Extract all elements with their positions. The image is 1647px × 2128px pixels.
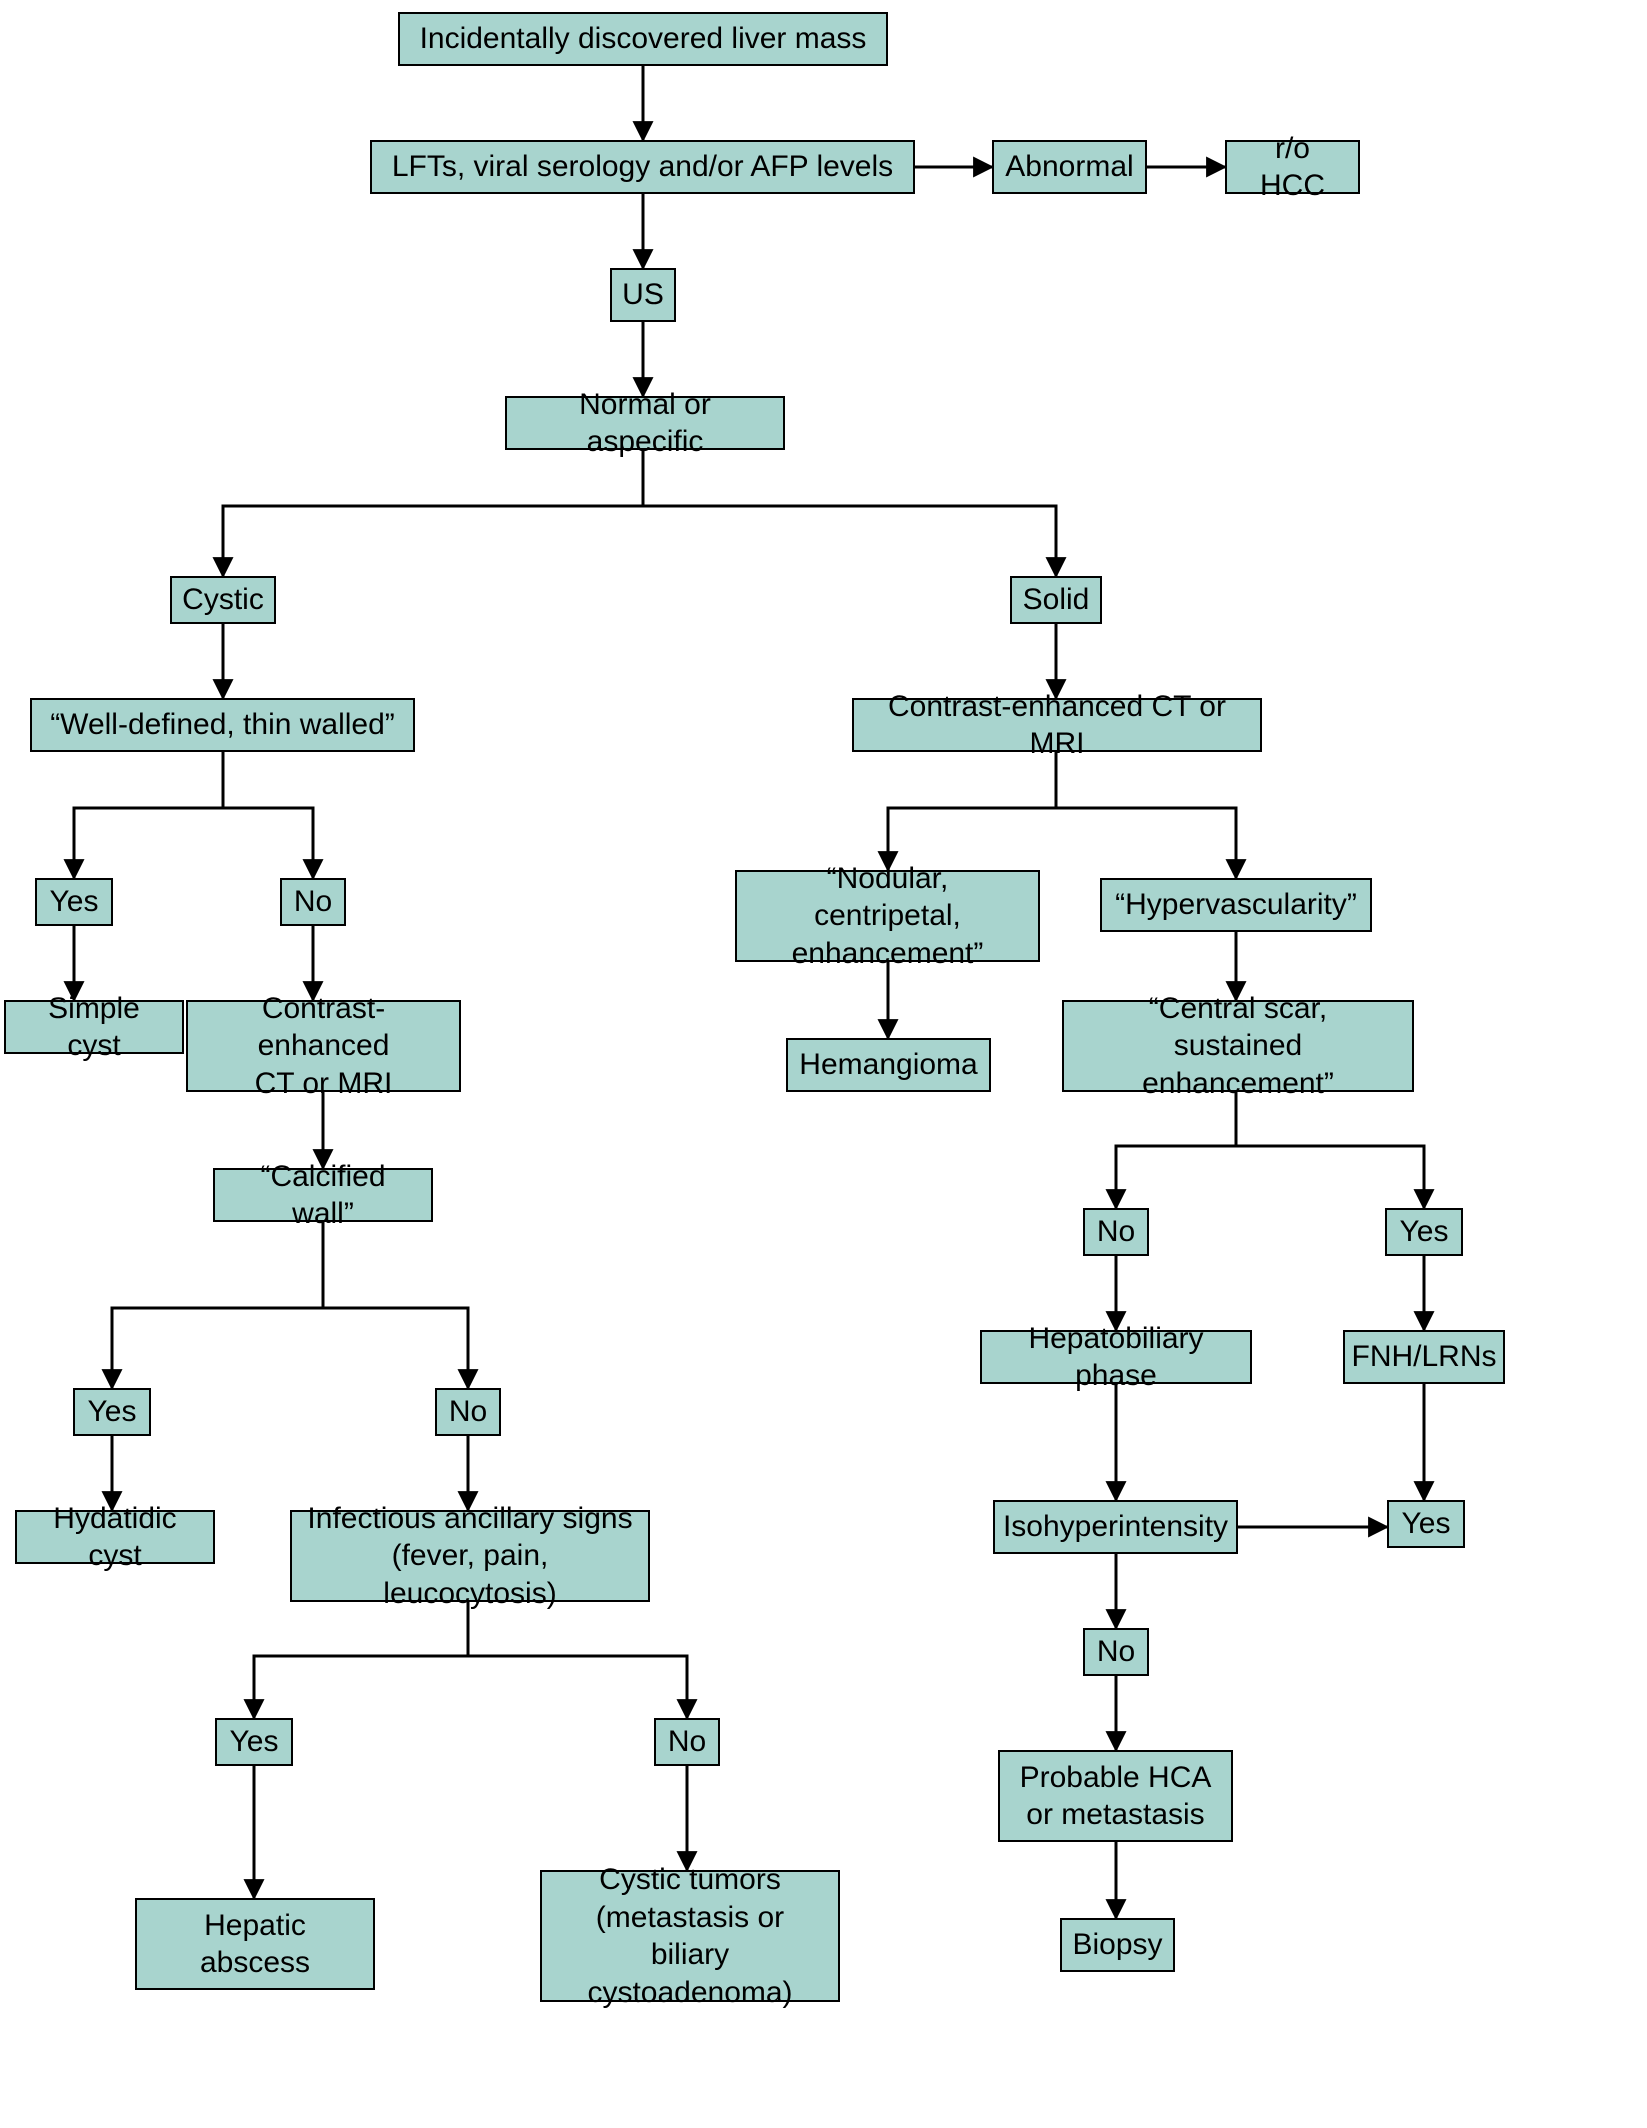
flowchart-edge [1236, 1146, 1424, 1208]
flowchart-node: No [1083, 1208, 1149, 1256]
flowchart-node: Cystic [170, 576, 276, 624]
flowchart-node: Hemangioma [786, 1038, 991, 1092]
flowchart-node: No [435, 1388, 501, 1436]
flowchart-node: Yes [1385, 1208, 1463, 1256]
flowchart-edge [223, 808, 313, 878]
flowchart-edge [223, 506, 643, 576]
flowchart-node: No [1083, 1628, 1149, 1676]
flowchart-node: Solid [1010, 576, 1102, 624]
flowchart-edge [1116, 1146, 1236, 1208]
flowchart-node: No [654, 1718, 720, 1766]
flowchart-node: Yes [215, 1718, 293, 1766]
flowchart-node: No [280, 878, 346, 926]
flowchart-node: Hydatidic cyst [15, 1510, 215, 1564]
flowchart-edge [74, 808, 223, 878]
flowchart-node: Isohyperintensity [993, 1500, 1238, 1554]
flowchart-node: Infectious ancillary signs (fever, pain,… [290, 1510, 650, 1602]
flowchart-node: “Nodular, centripetal, enhancement” [735, 870, 1040, 962]
flowchart-node: Hepatic abscess [135, 1898, 375, 1990]
flowchart-node: Normal or aspecific [505, 396, 785, 450]
flowchart-edge [643, 506, 1056, 576]
flowchart-node: Contrast-enhanced CT or MRI [186, 1000, 461, 1092]
flowchart-node: “Hypervascularity” [1100, 878, 1372, 932]
flowchart-edge [112, 1308, 323, 1388]
flowchart-node: US [610, 268, 676, 322]
flowchart-node: Abnormal [992, 140, 1147, 194]
flowchart-node: Incidentally discovered liver mass [398, 12, 888, 66]
flowchart-node: Yes [73, 1388, 151, 1436]
flowchart-node: Hepatobiliary phase [980, 1330, 1252, 1384]
flowchart-node: Simple cyst [4, 1000, 184, 1054]
flowchart-edge [323, 1308, 468, 1388]
flowchart-node: “Calcified wall” [213, 1168, 433, 1222]
flowchart-node: Contrast-enhanced CT or MRI [852, 698, 1262, 752]
flowchart-node: “Well-defined, thin walled” [30, 698, 415, 752]
flowchart-node: “Central scar, sustained enhancement” [1062, 1000, 1414, 1092]
flowchart-node: r/o HCC [1225, 140, 1360, 194]
flowchart-edge [254, 1656, 468, 1718]
flowchart-node: LFTs, viral serology and/or AFP levels [370, 140, 915, 194]
flowchart-node: Probable HCA or metastasis [998, 1750, 1233, 1842]
flowchart-node: Yes [35, 878, 113, 926]
flowchart-node: Biopsy [1060, 1918, 1175, 1972]
flowchart-edge [1056, 808, 1236, 878]
flowchart-node: Cystic tumors (metastasis or biliary cys… [540, 1870, 840, 2002]
flowchart-node: Yes [1387, 1500, 1465, 1548]
flowchart-node: FNH/LRNs [1343, 1330, 1505, 1384]
flowchart-edge [468, 1656, 687, 1718]
